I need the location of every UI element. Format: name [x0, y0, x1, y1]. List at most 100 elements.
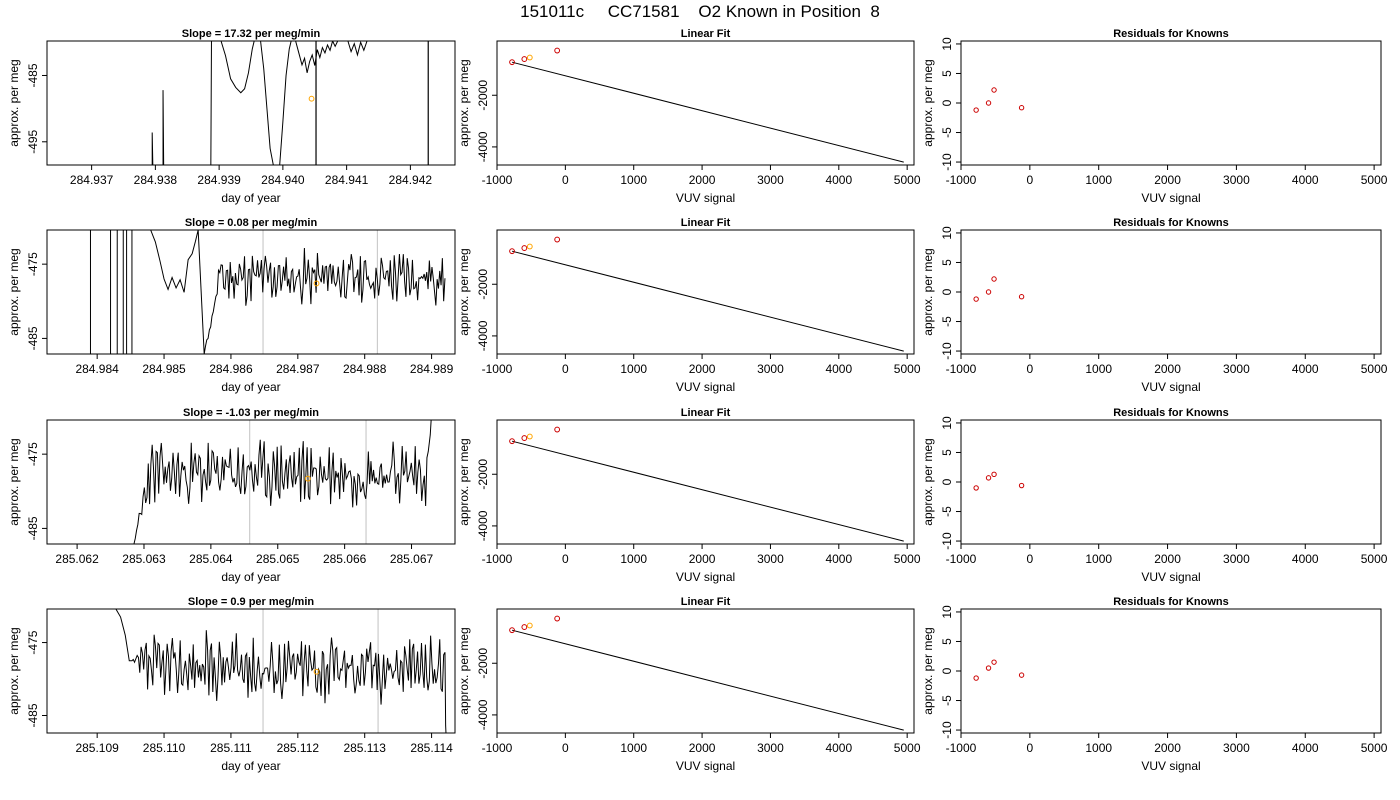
plot-area [509, 47, 904, 163]
plot-area [973, 471, 1025, 491]
x-tick-label: 0 [1027, 362, 1034, 376]
panel-fit-row4: Linear Fit -1000 0 1000 2000 3000 4000 5000 -200… [457, 596, 921, 773]
x-tick-label: -1000 [946, 552, 977, 566]
panel-timeseries-row3: Slope = -1.03 per meg/min 285.062 285.063 2… [7, 407, 456, 584]
data-point [509, 438, 515, 445]
x-tick-label: -1000 [482, 741, 513, 755]
y-tick-label: 10 [940, 37, 954, 51]
y-tick-label: -5 [940, 695, 954, 706]
panel-residuals-row4: Residuals for Knowns -1000 0 1000 2000 3000 40… [921, 596, 1388, 773]
residual-point [1018, 672, 1025, 678]
x-tick-label: 285.065 [256, 552, 300, 566]
data-series-line [133, 420, 432, 544]
plot-area [509, 615, 904, 731]
x-axis-label: day of year [221, 191, 280, 205]
panel-fit-row2: Linear Fit -1000 0 1000 2000 3000 4000 5000 -200… [457, 217, 921, 394]
x-tick-label: 5000 [1361, 741, 1388, 755]
y-tick-label: -10 [940, 721, 954, 739]
x-tick-label: -1000 [946, 362, 977, 376]
data-point [554, 236, 561, 243]
plot-area [509, 236, 904, 352]
y-tick-label: -2000 [476, 80, 490, 111]
y-tick-label: -4000 [476, 510, 490, 541]
x-tick-label: 285.067 [390, 552, 434, 566]
x-axis-label: VUV signal [1141, 191, 1200, 205]
residual-point [1018, 105, 1025, 111]
x-tick-label: 5000 [894, 362, 921, 376]
data-series-line [115, 609, 447, 733]
y-tick-label: 10 [940, 416, 954, 430]
panel-title: Linear Fit [681, 28, 731, 40]
x-tick-label: 1000 [620, 173, 647, 187]
data-point [509, 627, 515, 634]
x-tick-label: 284.985 [142, 362, 186, 376]
x-tick-label: 3000 [757, 362, 784, 376]
y-axis-label: approx. per meg [457, 59, 471, 146]
residual-point [991, 87, 997, 93]
y-tick-label: 0 [940, 478, 954, 485]
y-axis-label: approx. per meg [921, 59, 935, 146]
plot-frame [496, 608, 915, 734]
figure-title: 151011c CC71581 O2 Known in Position 8 [520, 2, 880, 21]
x-tick-label: 3000 [757, 552, 784, 566]
y-tick-label: -495 [26, 129, 40, 153]
y-tick-label: -5 [940, 506, 954, 517]
data-point [509, 248, 515, 255]
known-point-marker [313, 668, 320, 675]
data-point [526, 622, 533, 629]
x-tick-label: 284.940 [261, 173, 305, 187]
x-tick-label: 3000 [757, 741, 784, 755]
x-tick-label: 4000 [1292, 173, 1319, 187]
panel-title: Residuals for Knowns [1113, 596, 1229, 608]
x-tick-label: 0 [562, 173, 569, 187]
y-tick-label: 10 [940, 605, 954, 619]
x-tick-label: 5000 [894, 741, 921, 755]
residual-point [973, 107, 979, 113]
x-tick-label: 285.064 [189, 552, 233, 566]
x-tick-label: 0 [562, 552, 569, 566]
residual-point [985, 475, 992, 481]
x-tick-label: 3000 [1223, 552, 1250, 566]
x-tick-label: 285.111 [210, 741, 252, 755]
y-axis-label: approx. per meg [7, 627, 21, 714]
x-tick-label: 2000 [1154, 552, 1181, 566]
plot-area [973, 276, 1025, 302]
panel-title: Linear Fit [681, 596, 731, 608]
x-tick-label: 285.063 [122, 552, 166, 566]
plot-area [973, 659, 1025, 681]
x-tick-label: 284.938 [134, 173, 178, 187]
x-tick-label: 0 [1027, 552, 1034, 566]
y-tick-label: -2000 [476, 459, 490, 490]
x-tick-label: 2000 [1154, 362, 1181, 376]
x-tick-label: -1000 [946, 173, 977, 187]
x-tick-label: 3000 [757, 173, 784, 187]
x-tick-label: 4000 [1292, 741, 1319, 755]
x-tick-label: 284.989 [410, 362, 454, 376]
x-tick-label: 285.114 [410, 741, 453, 755]
fit-line [511, 440, 904, 542]
x-tick-label: 5000 [1361, 552, 1388, 566]
panel-timeseries-row2: Slope = 0.08 per meg/min 284.984 284.985 28… [7, 217, 456, 394]
y-tick-label: 10 [940, 226, 954, 240]
x-tick-label: 5000 [894, 552, 921, 566]
fit-line [511, 629, 904, 731]
x-tick-label: 285.110 [143, 741, 186, 755]
panel-residuals-row3: Residuals for Knowns -1000 0 1000 2000 3000 40… [921, 407, 1388, 584]
x-axis-label: VUV signal [676, 191, 735, 205]
data-point [526, 433, 533, 440]
y-axis-label: approx. per meg [921, 438, 935, 525]
y-tick-label: 5 [940, 70, 954, 77]
x-axis-label: day of year [221, 570, 280, 584]
x-tick-label: 1000 [1085, 552, 1112, 566]
fit-line [511, 61, 904, 163]
residual-point [991, 659, 997, 665]
y-axis-label: approx. per meg [7, 59, 21, 146]
x-tick-label: 1000 [1085, 173, 1112, 187]
x-tick-label: 2000 [689, 552, 716, 566]
plot-area [509, 426, 904, 542]
residual-point [985, 289, 992, 295]
residual-point [1018, 482, 1025, 489]
y-tick-label: -475 [26, 630, 40, 654]
y-tick-label: -4000 [476, 131, 490, 162]
